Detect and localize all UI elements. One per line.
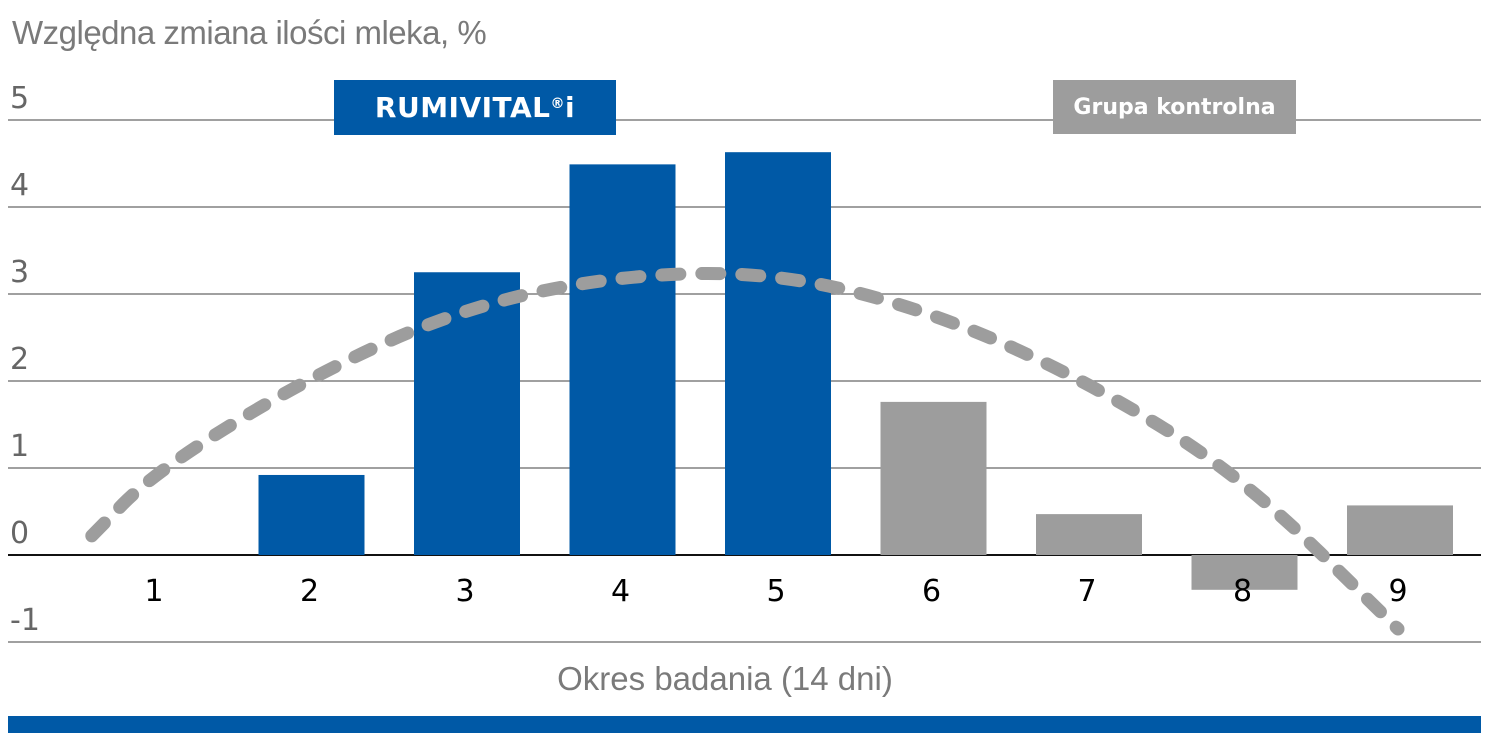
y-tick-label: 3 <box>10 255 29 290</box>
bar <box>880 401 987 555</box>
bar <box>1036 514 1142 555</box>
bar <box>569 164 676 555</box>
x-tick-label: 9 <box>1388 574 1407 609</box>
x-tick-label: 3 <box>455 574 474 609</box>
legend-control-group: Grupa kontrolna <box>1053 80 1296 134</box>
x-tick-label: 6 <box>922 574 941 609</box>
y-tick-label: 2 <box>10 342 29 377</box>
chart-title: Względna zmiana ilości mleka, % <box>12 14 487 51</box>
x-axis-label: Okres badania (14 dni) <box>557 660 893 697</box>
x-tick-label: 2 <box>300 574 319 609</box>
y-tick-label: 4 <box>10 168 29 203</box>
bar <box>1347 505 1453 555</box>
trendline <box>85 266 1405 636</box>
y-tick-label: 5 <box>10 81 29 116</box>
x-tick-label: 4 <box>611 574 630 609</box>
y-tick-label: 1 <box>10 429 29 464</box>
legend-rumivital-suffix: i <box>565 91 576 124</box>
registered-mark: ® <box>550 95 565 112</box>
bar <box>1191 555 1298 590</box>
x-tick-label: 1 <box>144 574 163 609</box>
legend-rumivital-label: RUMIVITAL <box>374 91 551 124</box>
legend-control-label: Grupa kontrolna <box>1073 94 1276 120</box>
y-tick-label: 0 <box>10 516 29 551</box>
x-tick-label: 7 <box>1077 574 1096 609</box>
bar <box>725 152 831 555</box>
x-tick-label: 8 <box>1233 574 1252 609</box>
bar <box>258 474 365 555</box>
footer-brand-stripe <box>8 716 1481 733</box>
x-tick-label: 5 <box>766 574 785 609</box>
legend-rumivital: RUMIVITAL ® i <box>334 80 616 135</box>
y-tick-label: -1 <box>10 603 40 638</box>
